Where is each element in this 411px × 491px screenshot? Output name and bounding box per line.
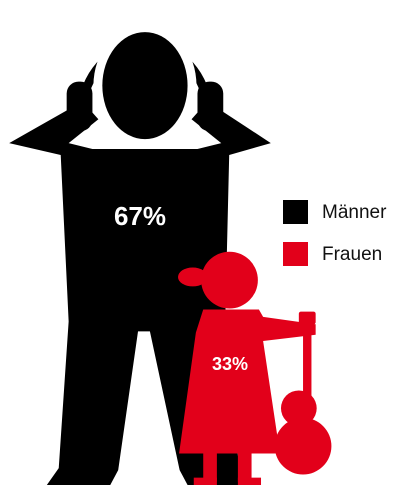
legend-swatch (283, 242, 308, 266)
value-label: 33% (212, 354, 248, 374)
head (201, 252, 258, 309)
legend: Männer Frauen (283, 200, 387, 266)
guitar-head (299, 312, 316, 325)
guitar-body (275, 418, 332, 475)
value-label: 67% (114, 201, 166, 231)
chart: 67% 33% Männer Frauen (0, 0, 411, 491)
leg (238, 448, 252, 482)
ear-cup (197, 82, 223, 132)
foot (194, 478, 217, 485)
ear-cup (67, 82, 93, 132)
legend-label: Frauen (322, 244, 382, 265)
foot (238, 478, 261, 485)
legend-label: Männer (322, 202, 387, 223)
legend-swatch (283, 200, 308, 224)
head (102, 32, 187, 139)
leg (203, 448, 217, 482)
